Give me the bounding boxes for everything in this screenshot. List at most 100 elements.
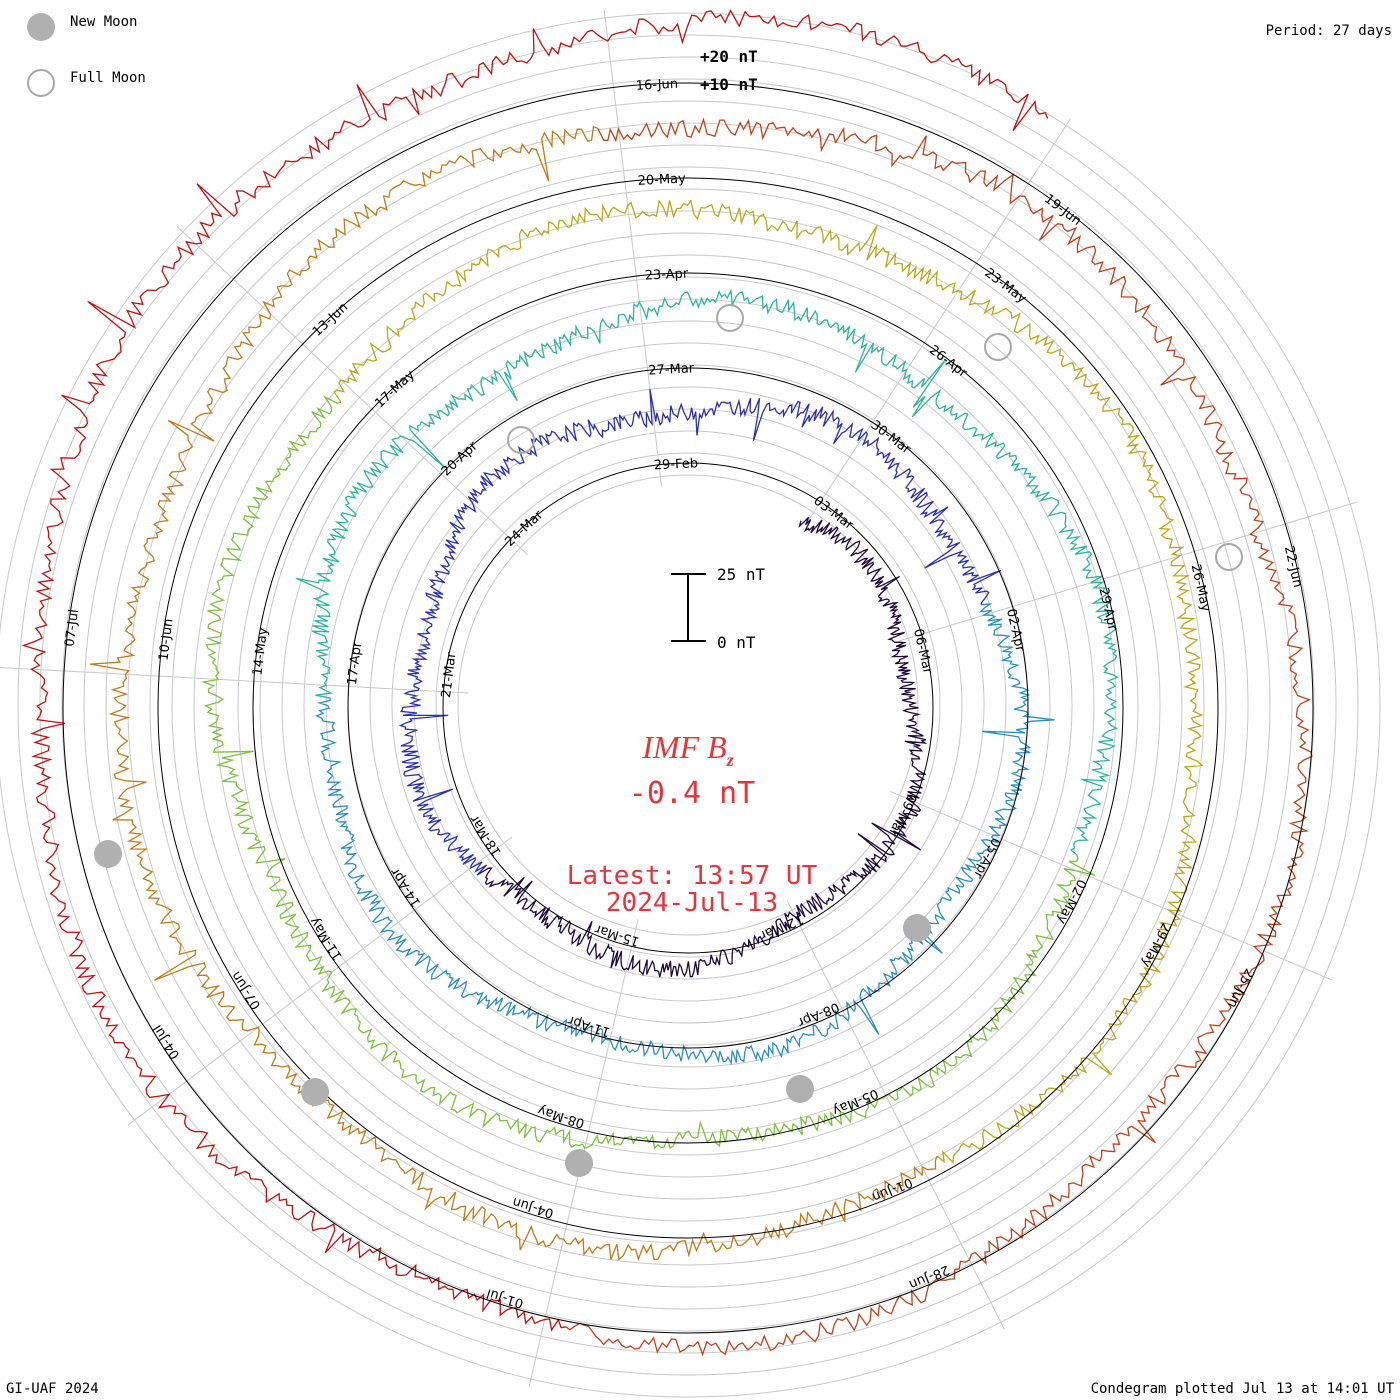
imf-quantity: IMF B: [641, 729, 726, 765]
grid-ring: [39, 56, 1337, 1354]
grid-ring: [369, 386, 1007, 1024]
grid-spoke: [898, 501, 1359, 642]
day-label: 17-May: [372, 367, 418, 411]
day-label: 22-Jun: [1281, 545, 1305, 590]
day-label: 08-Apr: [795, 999, 841, 1030]
bz-trace-segment: [398, 389, 1002, 876]
bz-trace-segment: [476, 516, 928, 978]
day-label: 23-Apr: [644, 266, 689, 283]
grid-ring: [457, 474, 919, 936]
full-moon-legend-label: Full Moon: [70, 70, 146, 86]
latest-time: Latest: 13:57 UT: [567, 861, 818, 891]
bz-trace-segment: [90, 125, 938, 1262]
series-traces: [21, 9, 1313, 1357]
scale-bar: 25 nT 0 nT: [671, 565, 766, 652]
grid-ring: [127, 144, 1249, 1266]
day-label: 07-Jun: [229, 968, 265, 1012]
new-moon-icon: [94, 840, 122, 868]
day-label: 19-Jun: [1041, 192, 1084, 229]
grid-ring: [0, 12, 1381, 1398]
reference-circle: [62, 82, 1314, 1334]
day-label: 10-Jun: [156, 618, 176, 662]
moon-markers: [94, 304, 1243, 1177]
full-moon-icon: [1215, 543, 1243, 571]
grid-ring: [193, 210, 1183, 1200]
bz-trace-segment: [333, 199, 1204, 1164]
grid-ring: [215, 232, 1161, 1178]
scale-bottom-label: 0 nT: [717, 633, 756, 652]
day-label: 11-May: [307, 914, 346, 963]
reference-circle: [252, 272, 1124, 1144]
grid-rings: [0, 12, 1381, 1398]
day-label: 16-Jun: [635, 77, 678, 94]
day-label: 20-Apr: [439, 438, 482, 479]
grid-ring: [61, 78, 1315, 1332]
day-label: 15-Mar: [592, 921, 641, 949]
day-label: 20-May: [637, 171, 686, 188]
ring-scale-upper: +20 nT: [700, 47, 758, 66]
grid-spoke: [0, 666, 469, 694]
grid-ring: [149, 166, 1227, 1244]
plotted-timestamp: Condegram plotted Jul 13 at 14:01 UT: [1090, 1381, 1394, 1397]
grid-spoke: [787, 901, 1005, 1330]
grid-ring: [325, 342, 1051, 1068]
bz-trace-segment: [565, 117, 1313, 1357]
day-label: 07-Jul: [63, 608, 83, 647]
new-moon-icon: [301, 1078, 329, 1106]
grid-ring: [237, 254, 1139, 1156]
grid-ring: [259, 276, 1117, 1134]
day-label: 11-Apr: [566, 1012, 613, 1039]
new-moon-legend-label: New Moon: [70, 14, 138, 30]
reference-circle: [442, 462, 934, 954]
grid-ring: [413, 430, 963, 980]
full-moon-icon: [27, 69, 55, 97]
day-label: 25-Jun: [1224, 966, 1257, 1010]
latest-date: 2024-Jul-13: [606, 888, 778, 918]
grid-ring: [435, 452, 941, 958]
grid-spoke: [603, 9, 663, 487]
current-value: -0.4 nT: [629, 776, 755, 811]
credit-label: GI-UAF 2024: [6, 1381, 99, 1397]
grid-ring: [83, 100, 1293, 1310]
new-moon-icon: [786, 1075, 814, 1103]
imf-subscript: z: [726, 750, 734, 770]
grid-ring: [281, 298, 1095, 1112]
ring-scale-lower: +10 nT: [700, 75, 758, 94]
day-label: 28-Jun: [907, 1262, 952, 1292]
day-label: 30-Mar: [868, 418, 914, 458]
grid-ring: [17, 34, 1359, 1376]
bz-trace-segment: [295, 288, 1119, 856]
bz-trace-segment: [201, 395, 1096, 1150]
grid-spoke: [127, 836, 513, 1126]
day-label: 01-Jul: [485, 1285, 525, 1310]
day-label: 06-Mar: [910, 627, 935, 676]
new-moon-icon: [565, 1149, 593, 1177]
full-moon-icon: [507, 426, 535, 454]
grid-ring: [171, 188, 1205, 1222]
grid-spoke: [807, 118, 1071, 522]
grid-spokes: [0, 9, 1359, 1387]
grid-ring: [303, 320, 1073, 1090]
imf-title: IMF Bz: [641, 729, 733, 770]
reference-circle: [157, 177, 1219, 1239]
day-label: 17-Apr: [345, 640, 365, 686]
full-moon-icon: [984, 333, 1012, 361]
day-label: 27-Mar: [648, 361, 695, 378]
day-label: 14-Apr: [388, 864, 425, 909]
scale-top-label: 25 nT: [717, 565, 766, 584]
day-label: 05-May: [830, 1085, 880, 1118]
grid-spoke: [890, 790, 1332, 981]
bz-trace-segment: [315, 603, 1055, 1066]
reference-circles: [62, 82, 1314, 1334]
day-label: 14-May: [250, 626, 271, 676]
grid-ring: [391, 408, 985, 1002]
day-label: 04-Jul: [150, 1022, 183, 1062]
day-label: 21-Mar: [439, 651, 460, 699]
day-label: 08-May: [536, 1102, 587, 1131]
grid-spoke: [176, 226, 528, 555]
day-labels: 29-Feb03-Mar06-Mar09-Mar12-Mar15-Mar18-M…: [63, 77, 1305, 1311]
reference-circle: [347, 367, 1029, 1049]
new-moon-icon: [903, 914, 931, 942]
day-label: 29-Feb: [654, 456, 699, 473]
